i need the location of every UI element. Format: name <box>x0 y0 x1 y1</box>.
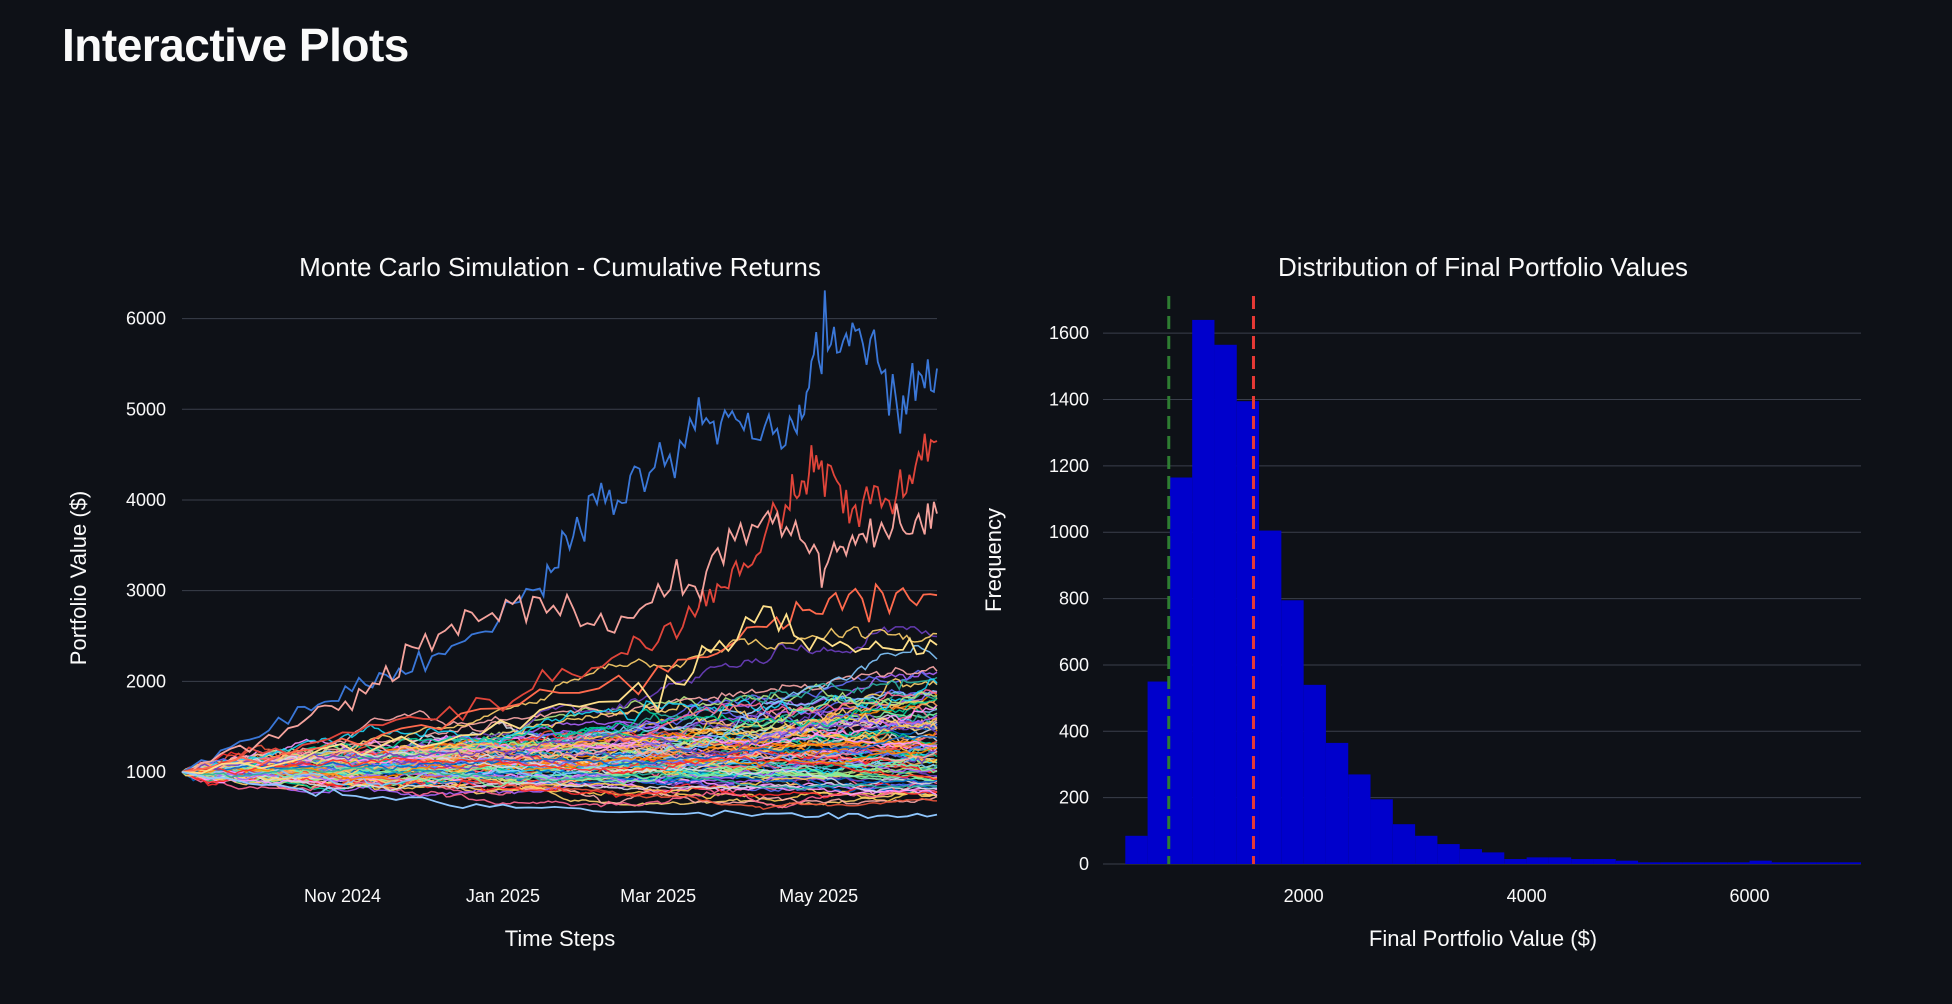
histogram-bar[interactable] <box>1593 859 1616 864</box>
histogram-y-tick-label: 1600 <box>1049 323 1089 343</box>
histogram-bar[interactable] <box>1838 862 1861 864</box>
simulation-line[interactable] <box>181 771 938 792</box>
simulation-line-highlight[interactable] <box>181 433 938 773</box>
line-chart-x-tick-label: Mar 2025 <box>620 886 696 906</box>
simulation-line[interactable] <box>181 771 937 799</box>
line-chart-y-tick-label: 1000 <box>126 762 166 782</box>
histogram-bar[interactable] <box>1682 862 1705 864</box>
simulation-line-highlight[interactable] <box>181 290 938 773</box>
histogram-bars[interactable] <box>1125 319 1861 865</box>
simulation-line[interactable] <box>181 766 938 791</box>
histogram-bar[interactable] <box>1169 477 1193 864</box>
page-title: Interactive Plots <box>62 19 409 71</box>
simulation-line[interactable] <box>181 747 938 781</box>
histogram-bar[interactable] <box>1415 835 1438 864</box>
simulation-line[interactable] <box>181 678 938 773</box>
histogram-y-tick-label: 600 <box>1059 655 1089 675</box>
line-chart-x-ticks: Nov 2024 Jan 2025 Mar 2025 May 2025 <box>304 886 858 906</box>
line-chart-y-tick-label: 4000 <box>126 490 166 510</box>
histogram-y-tick-label: 800 <box>1059 589 1089 609</box>
final-value-histogram[interactable]: Distribution of Final Portfolio Values 0… <box>981 252 1861 951</box>
histogram-bar[interactable] <box>1281 600 1304 864</box>
histogram-bar[interactable] <box>1749 860 1772 864</box>
simulation-line[interactable] <box>181 755 938 781</box>
simulation-line[interactable] <box>181 771 938 809</box>
histogram-xlabel: Final Portfolio Value ($) <box>1369 926 1597 951</box>
histogram-bar[interactable] <box>1125 835 1148 864</box>
histogram-y-tick-label: 1400 <box>1049 390 1089 410</box>
histogram-bar[interactable] <box>1370 799 1393 864</box>
line-chart-series[interactable] <box>181 290 938 820</box>
simulation-line-highlight[interactable] <box>181 771 938 820</box>
histogram-bar[interactable] <box>1704 862 1728 864</box>
histogram-bar[interactable] <box>1437 844 1460 864</box>
histogram-bar[interactable] <box>1571 859 1594 864</box>
histogram-y-tick-label: 400 <box>1059 721 1089 741</box>
histogram-bar[interactable] <box>1459 849 1482 864</box>
histogram-y-tick-label: 0 <box>1079 854 1089 874</box>
line-chart-y-tick-label: 6000 <box>126 309 166 329</box>
histogram-bar[interactable] <box>1236 401 1260 864</box>
simulation-line[interactable] <box>181 644 938 787</box>
line-chart-x-tick-label: Jan 2025 <box>466 886 540 906</box>
histogram-bar[interactable] <box>1727 862 1750 864</box>
histogram-bar[interactable] <box>1303 684 1326 864</box>
simulation-line[interactable] <box>181 721 938 773</box>
histogram-bar[interactable] <box>1325 742 1349 864</box>
simulation-line-highlight[interactable] <box>181 582 938 773</box>
simulation-line[interactable] <box>181 746 938 776</box>
histogram-markers <box>1167 296 1255 864</box>
histogram-bar[interactable] <box>1259 530 1282 864</box>
simulation-line-highlight[interactable] <box>181 605 938 775</box>
line-chart-x-tick-label: Nov 2024 <box>304 886 381 906</box>
histogram-ylabel: Frequency <box>981 508 1006 612</box>
line-chart-xlabel: Time Steps <box>505 926 615 951</box>
histogram-bar[interactable] <box>1504 859 1527 864</box>
histogram-bar[interactable] <box>1214 344 1237 865</box>
histogram-bar[interactable] <box>1794 862 1817 864</box>
line-chart-ylabel: Portfolio Value ($) <box>66 491 91 665</box>
histogram-y-ticks: 0 200 400 600 800 1000 1200 1400 1600 <box>1049 323 1089 874</box>
simulation-line[interactable] <box>181 689 938 775</box>
line-chart-title: Monte Carlo Simulation - Cumulative Retu… <box>299 252 821 282</box>
histogram-bar[interactable] <box>1392 824 1416 864</box>
histogram-bar[interactable] <box>1348 774 1371 864</box>
histogram-title: Distribution of Final Portfolio Values <box>1278 252 1688 282</box>
simulation-line[interactable] <box>181 701 938 781</box>
histogram-y-tick-label: 1200 <box>1049 456 1089 476</box>
histogram-x-tick-label: 4000 <box>1507 886 1547 906</box>
simulation-line-highlight[interactable] <box>181 501 938 773</box>
simulation-line[interactable] <box>181 724 938 775</box>
simulation-line[interactable] <box>181 735 938 773</box>
histogram-x-ticks: 2000 4000 6000 <box>1284 886 1770 906</box>
histogram-y-tick-label: 200 <box>1059 788 1089 808</box>
histogram-bar[interactable] <box>1638 862 1661 864</box>
histogram-bar[interactable] <box>1548 857 1572 864</box>
histogram-x-tick-label: 6000 <box>1730 886 1770 906</box>
line-chart-y-tick-label: 5000 <box>126 399 166 419</box>
monte-carlo-line-chart[interactable]: Monte Carlo Simulation - Cumulative Retu… <box>66 252 938 951</box>
histogram-bar[interactable] <box>1192 319 1215 864</box>
histogram-bar[interactable] <box>1615 860 1639 864</box>
histogram-y-tick-label: 1000 <box>1049 522 1089 542</box>
line-chart-y-tick-label: 2000 <box>126 671 166 691</box>
histogram-bar[interactable] <box>1482 852 1505 864</box>
histogram-bar[interactable] <box>1526 857 1549 864</box>
histogram-bar[interactable] <box>1816 862 1839 864</box>
histogram-bar[interactable] <box>1660 862 1683 864</box>
histogram-bar[interactable] <box>1771 862 1795 864</box>
simulation-line[interactable] <box>181 743 938 776</box>
histogram-x-tick-label: 2000 <box>1284 886 1324 906</box>
line-chart-y-ticks: 1000 2000 3000 4000 5000 6000 <box>126 309 166 782</box>
simulation-line[interactable] <box>181 759 938 811</box>
line-chart-x-tick-label: May 2025 <box>779 886 858 906</box>
line-chart-y-tick-label: 3000 <box>126 581 166 601</box>
histogram-bar[interactable] <box>1147 681 1170 864</box>
